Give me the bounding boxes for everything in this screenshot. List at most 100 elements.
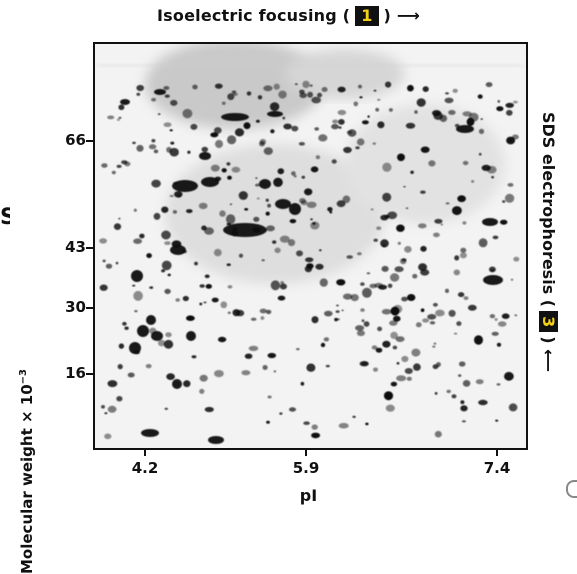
- protein-spot: [396, 375, 407, 382]
- protein-spot: [496, 106, 504, 112]
- protein-spot: [422, 86, 429, 92]
- protein-spot: [164, 288, 171, 295]
- protein-spot: [107, 115, 115, 120]
- protein-spot: [325, 364, 330, 368]
- protein-spot: [381, 265, 389, 272]
- protein-spot: [250, 317, 257, 321]
- protein-spot: [111, 170, 116, 175]
- protein-spot: [263, 85, 273, 92]
- protein-spot: [233, 93, 238, 96]
- step-1-badge: 1: [355, 6, 379, 26]
- protein-spot: [444, 97, 454, 104]
- protein-spot: [201, 146, 209, 153]
- protein-spot: [496, 383, 501, 386]
- protein-spot: [405, 207, 409, 209]
- protein-spot: [210, 164, 220, 172]
- protein-spot: [506, 109, 513, 116]
- protein-spot: [153, 212, 161, 220]
- protein-spot: [132, 284, 136, 287]
- protein-spot: [434, 430, 442, 438]
- protein-spot: [310, 221, 320, 230]
- protein-spot: [279, 412, 283, 415]
- protein-spot: [355, 325, 365, 331]
- sds-electrophoresis-title: SDS electrophoresis (3) ⟵: [538, 112, 558, 382]
- protein-spot: [501, 313, 510, 320]
- protein-spot: [415, 322, 422, 328]
- protein-spot: [382, 192, 392, 202]
- protein-spot: [232, 309, 241, 317]
- protein-spot: [278, 90, 287, 99]
- protein-spot: [422, 318, 430, 323]
- protein-spot: [454, 123, 460, 128]
- protein-spot: [117, 364, 123, 370]
- protein-spot: [208, 436, 224, 444]
- protein-spot: [375, 347, 383, 353]
- protein-spot: [104, 433, 112, 440]
- protein-spot: [434, 218, 443, 224]
- protein-spot: [461, 420, 466, 423]
- protein-spot: [154, 89, 166, 95]
- protein-spot: [462, 380, 471, 387]
- protein-spot: [432, 345, 436, 348]
- protein-spot: [502, 200, 506, 203]
- protein-spot: [248, 345, 259, 352]
- protein-spot: [102, 259, 106, 263]
- protein-spot: [104, 412, 108, 415]
- protein-spot: [273, 177, 283, 187]
- protein-spot: [324, 310, 333, 317]
- protein-spot: [171, 240, 182, 248]
- protein-spot: [133, 238, 142, 244]
- protein-spot: [390, 273, 400, 282]
- protein-spot: [314, 127, 319, 131]
- protein-spot: [370, 208, 374, 211]
- protein-spot: [356, 138, 365, 146]
- protein-spot: [122, 321, 127, 326]
- protein-spot: [504, 371, 514, 381]
- protein-spot: [385, 81, 392, 88]
- protein-spot: [389, 320, 398, 326]
- protein-spot: [289, 219, 297, 224]
- protein-spot: [396, 224, 405, 232]
- x-tick-mark-4-2: [144, 448, 146, 456]
- protein-spot: [448, 309, 456, 317]
- protein-spot: [153, 149, 159, 154]
- protein-spot: [311, 316, 319, 324]
- protein-spot: [458, 361, 466, 367]
- protein-spot: [166, 373, 175, 380]
- protein-spot: [405, 122, 416, 129]
- protein-spot: [448, 110, 456, 115]
- protein-spot: [267, 203, 271, 208]
- protein-spot: [203, 301, 207, 304]
- protein-spot: [204, 274, 210, 279]
- protein-spot: [164, 94, 170, 98]
- protein-spot: [192, 84, 198, 90]
- protein-spot: [310, 166, 319, 173]
- protein-spot: [291, 171, 296, 176]
- protein-spot: [99, 238, 107, 244]
- protein-spot: [172, 180, 198, 192]
- protein-spot: [491, 176, 494, 179]
- protein-spot: [462, 221, 467, 225]
- protein-spot: [131, 270, 143, 282]
- protein-spot: [107, 405, 117, 413]
- protein-spot: [319, 249, 322, 252]
- protein-spot: [454, 332, 458, 335]
- protein-spot: [183, 380, 191, 388]
- protein-spot: [136, 84, 144, 92]
- protein-spot: [227, 311, 231, 315]
- protein-spot: [266, 420, 270, 424]
- protein-spot: [346, 255, 353, 259]
- protein-spot: [213, 248, 222, 257]
- protein-spot: [257, 95, 263, 100]
- protein-spot: [321, 87, 328, 92]
- protein-spot: [167, 273, 171, 277]
- protein-spot: [306, 263, 314, 269]
- protein-spot: [478, 128, 485, 135]
- protein-spot: [161, 260, 172, 271]
- protein-spot: [320, 342, 326, 348]
- protein-spot: [396, 362, 400, 365]
- protein-spot: [296, 348, 300, 351]
- protein-spot: [229, 203, 233, 206]
- protein-spot: [361, 361, 368, 366]
- protein-spot: [362, 287, 372, 298]
